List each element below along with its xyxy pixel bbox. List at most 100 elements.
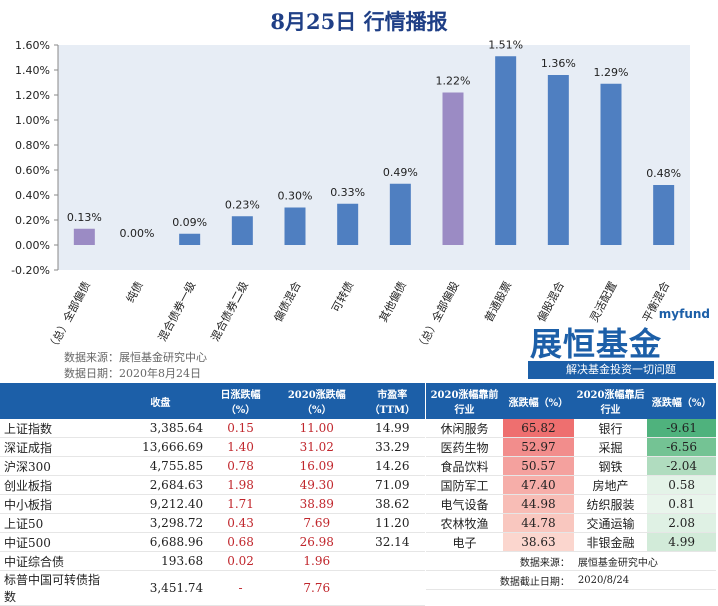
x-tick-label: 可转债 (328, 279, 356, 315)
table-row: 休闲服务 65.82 银行 -9.61 (426, 419, 716, 438)
x-tick-label: 偏债混合 (271, 279, 304, 324)
top-industry-change: 44.78 (503, 513, 574, 533)
index-name: 上证指数 (0, 419, 114, 438)
index-ytd-change: 7.69 (273, 513, 360, 533)
index-ytd-change: 11.00 (273, 419, 360, 438)
index-ytd-change: 1.96 (273, 551, 360, 571)
data-label: 0.33% (330, 186, 365, 199)
brand-en: myfund (658, 307, 710, 321)
index-close: 6,688.96 (113, 532, 208, 552)
data-label: 1.51% (488, 38, 523, 51)
index-day-change: - (207, 570, 274, 606)
index-close: 2,684.63 (113, 475, 208, 495)
x-tick-label: （总）全部偏债 (44, 279, 93, 346)
source-label: 数据来源：展恒基金研究中心 (64, 351, 207, 364)
index-close: 9,212.40 (113, 494, 208, 514)
index-day-change: 1.98 (207, 475, 274, 495)
y-tick-label: 1.00% (15, 114, 50, 127)
bottom-industry-name: 非银金融 (573, 532, 648, 552)
bottom-industry-name: 纺织服装 (573, 494, 648, 514)
y-tick-label: 0.60% (15, 164, 50, 177)
y-tick-label: 0.00% (15, 239, 50, 252)
footer-source-label: 数据来源： (426, 551, 574, 571)
x-tick-label: 其他偏债 (376, 279, 409, 324)
top-industry-change: 52.97 (503, 437, 574, 457)
date-label: 数据日期：2020年8月24日 (64, 367, 201, 380)
bottom-industry-change: -6.56 (647, 437, 716, 457)
data-label: 0.09% (172, 216, 207, 229)
col-header-bottom-industry: 2020涨幅靠后行业 (573, 383, 648, 419)
index-ytd-change: 7.76 (273, 570, 360, 606)
index-ytd-change: 26.98 (273, 532, 360, 552)
data-label: 0.13% (67, 211, 102, 224)
bar-chart: -0.20% 0.00% 0.20% 0.40% 0.60% 0.80% 1.00% 1.20… (11, 38, 690, 346)
bar (389, 183, 411, 245)
data-label: 0.23% (225, 198, 260, 211)
index-pe: 14.26 (359, 456, 425, 476)
bottom-industry-name: 采掘 (573, 437, 648, 457)
top-industry-change: 65.82 (503, 419, 574, 438)
index-name: 沪深300 (0, 456, 114, 476)
col-header-ytd: 2020涨跌幅（%） (273, 383, 360, 419)
table-row: 中证综合债 193.68 0.02 1.96 (0, 551, 425, 571)
index-name: 创业板指 (0, 475, 114, 495)
y-tick-label: 0.80% (15, 139, 50, 152)
index-pe: 38.62 (359, 494, 425, 514)
data-label: 0.49% (383, 166, 418, 179)
index-close: 13,666.69 (113, 437, 208, 457)
bar (442, 92, 464, 245)
table-row: 沪深300 4,755.85 0.78 16.09 14.26 (0, 456, 425, 476)
footer-date-label: 数据截止日期： (426, 570, 574, 590)
index-pe (359, 570, 425, 606)
bar (547, 75, 569, 245)
y-tick-label: 0.40% (15, 189, 50, 202)
y-tick-label: 1.60% (15, 39, 50, 52)
table-row: 国防军工 47.40 房地产 0.58 (426, 475, 716, 495)
brand-cn: 展恒基金 (530, 325, 663, 363)
data-label: 0.30% (278, 190, 313, 203)
index-day-change: 0.15 (207, 419, 274, 438)
col-header-bottom-change: 涨跌幅（%） (647, 383, 716, 419)
index-close: 3,451.74 (113, 570, 208, 606)
bar (73, 228, 95, 245)
col-header-top-industry: 2020涨幅靠前行业 (426, 383, 504, 419)
top-industry-name: 国防军工 (426, 475, 504, 495)
table-row: 食品饮料 50.57 钢铁 -2.04 (426, 456, 716, 476)
index-name: 中证500 (0, 532, 114, 552)
bottom-industry-name: 钢铁 (573, 456, 648, 476)
index-ytd-change: 31.02 (273, 437, 360, 457)
index-table: 收盘 日涨跌幅（%） 2020涨跌幅（%） 市盈率（TTM） 上证指数 3,385… (0, 383, 425, 606)
index-pe: 33.29 (359, 437, 425, 457)
y-tick-label: 1.40% (15, 64, 50, 77)
index-day-change: 0.02 (207, 551, 274, 571)
bar (600, 83, 622, 245)
table-footer: 数据来源： 展恒基金研究中心 (426, 551, 716, 571)
bottom-industry-change: -2.04 (647, 456, 716, 476)
top-industry-name: 医药生物 (426, 437, 504, 457)
table-row: 上证指数 3,385.64 0.15 11.00 14.99 (0, 419, 425, 438)
bottom-industry-change: 2.08 (647, 513, 716, 533)
table-row: 深证成指 13,666.69 1.40 31.02 33.29 (0, 437, 425, 457)
brand-slogan: 解决基金投资一切问题 (528, 361, 714, 379)
y-tick-label: 0.20% (15, 214, 50, 227)
bottom-industry-change: -9.61 (647, 419, 716, 438)
index-ytd-change: 49.30 (273, 475, 360, 495)
top-industry-change: 50.57 (503, 456, 574, 476)
top-industry-name: 休闲服务 (426, 419, 504, 438)
table-row: 中证500 6,688.96 0.68 26.98 32.14 (0, 532, 425, 552)
col-header-day: 日涨跌幅（%） (207, 383, 274, 419)
table-row: 标普中国可转债指数 3,451.74-7.76 (0, 570, 425, 606)
table-row: 电子 38.63 非银金融 4.99 (426, 532, 716, 552)
x-tick-label: （总）全部偏股 (413, 279, 462, 346)
table-row: 医药生物 52.97 采掘 -6.56 (426, 437, 716, 457)
data-label: 1.29% (594, 66, 629, 79)
table-footer: 数据截止日期： 2020/8/24 (426, 570, 716, 590)
index-pe: 14.99 (359, 419, 425, 438)
index-close: 3,385.64 (113, 419, 208, 438)
bottom-industry-change: 0.81 (647, 494, 716, 514)
index-close: 3,298.72 (113, 513, 208, 533)
bottom-industry-name: 房地产 (573, 475, 648, 495)
table-row: 中小板指 9,212.40 1.71 38.89 38.62 (0, 494, 425, 514)
index-name: 中小板指 (0, 494, 114, 514)
bar (337, 203, 359, 245)
